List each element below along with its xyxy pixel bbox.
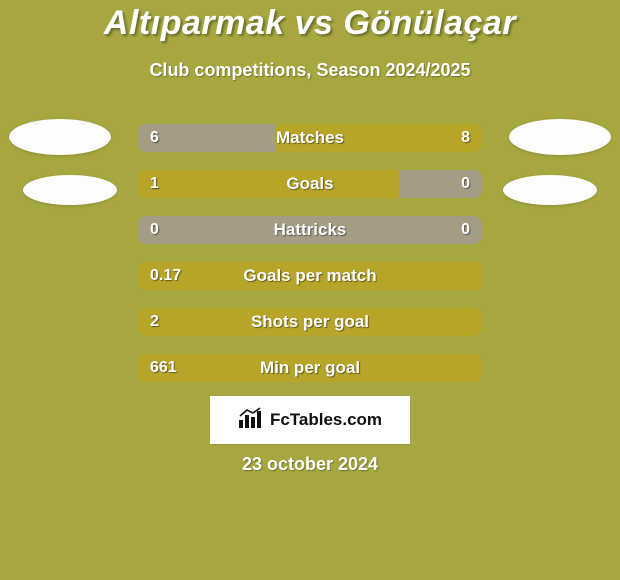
- stat-bars-container: Matches68 Goals10 Hattricks00 Goals per mat…: [138, 124, 482, 400]
- stat-bar-track: [138, 354, 482, 382]
- stat-bar-right-segment: [399, 170, 482, 198]
- title-vs: vs: [295, 4, 334, 42]
- brand-text: FcTables.com: [270, 410, 382, 430]
- stat-bar: Goals per match0.17: [138, 262, 482, 290]
- comparison-infographic: Altıparmak vs Gönülaçar Club competition…: [0, 0, 620, 580]
- stat-bar-left-segment: [138, 308, 482, 336]
- stat-bar-left-segment: [138, 170, 399, 198]
- subtitle: Club competitions, Season 2024/2025: [0, 60, 620, 81]
- stat-bar-left-segment: [138, 354, 482, 382]
- stat-bar: Shots per goal2: [138, 308, 482, 336]
- avatar-right-secondary: [503, 175, 597, 205]
- stat-bar-track: [138, 216, 482, 244]
- brand-chart-icon: [238, 407, 264, 434]
- title-player-right: Gönülaçar: [343, 4, 516, 42]
- avatar-right-primary: [509, 119, 611, 155]
- stat-bar-left-segment: [138, 216, 482, 244]
- stat-bar-track: [138, 170, 482, 198]
- stat-bar-right-segment: [276, 124, 482, 152]
- stat-bar: Min per goal661: [138, 354, 482, 382]
- page-title: Altıparmak vs Gönülaçar: [0, 4, 620, 43]
- brand-badge: FcTables.com: [210, 396, 410, 444]
- stat-bar-left-segment: [138, 124, 276, 152]
- stat-bar: Matches68: [138, 124, 482, 152]
- avatar-left-secondary: [23, 175, 117, 205]
- avatar-left-primary: [9, 119, 111, 155]
- infographic-date: 23 october 2024: [0, 454, 620, 475]
- stat-bar-track: [138, 262, 482, 290]
- stat-bar-track: [138, 308, 482, 336]
- title-player-left: Altıparmak: [104, 4, 285, 42]
- stat-bar: Hattricks00: [138, 216, 482, 244]
- stat-bar-left-segment: [138, 262, 482, 290]
- stat-bar-track: [138, 124, 482, 152]
- stat-bar: Goals10: [138, 170, 482, 198]
